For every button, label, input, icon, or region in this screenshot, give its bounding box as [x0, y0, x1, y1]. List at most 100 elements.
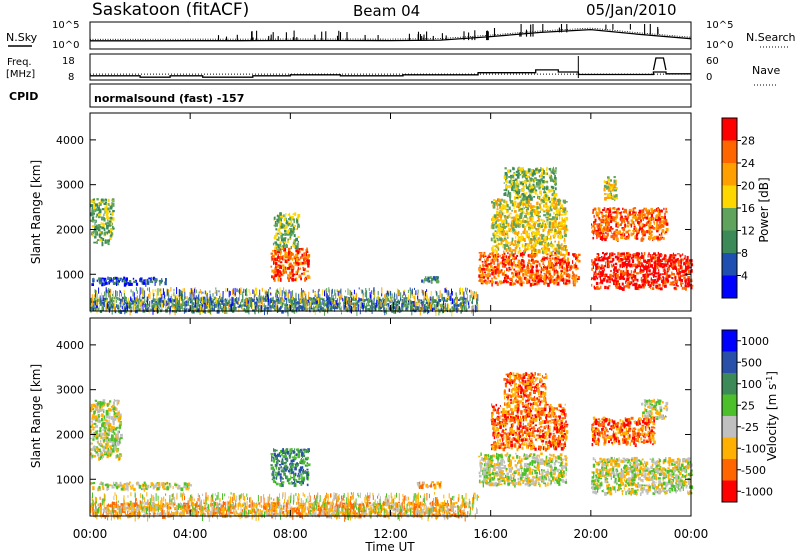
data-cell — [292, 223, 294, 227]
data-cell — [539, 264, 541, 267]
data-cell — [125, 277, 128, 281]
data-cell — [493, 240, 497, 243]
data-cell — [427, 279, 429, 283]
data-cell — [284, 252, 287, 255]
data-cell — [191, 307, 195, 311]
data-cell — [461, 305, 464, 308]
data-cell — [492, 256, 496, 260]
data-cell — [405, 299, 408, 302]
data-cell — [561, 246, 564, 251]
data-cell — [612, 196, 614, 199]
data-cell — [525, 170, 527, 175]
data-cell — [518, 174, 522, 176]
data-cell — [434, 278, 437, 282]
data-cell — [279, 275, 281, 278]
data-cell — [537, 270, 539, 273]
data-cell — [486, 258, 489, 262]
data-cell — [507, 252, 509, 255]
clutter-cell — [171, 293, 173, 297]
data-cell — [98, 238, 102, 242]
data-cell — [281, 223, 284, 227]
data-cell — [335, 305, 338, 310]
data-cell — [552, 166, 554, 169]
data-cell — [274, 235, 277, 239]
data-cell — [499, 205, 501, 210]
data-cell — [631, 259, 635, 263]
data-cell — [662, 283, 665, 287]
data-cell — [485, 264, 488, 267]
data-cell — [633, 207, 637, 210]
data-cell — [547, 209, 551, 213]
clutter-cell — [210, 296, 212, 303]
data-cell — [624, 208, 627, 213]
data-cell — [464, 297, 467, 301]
data-cell — [609, 276, 611, 281]
data-cell — [98, 216, 101, 219]
data-cell — [305, 255, 308, 258]
data-cell — [662, 280, 664, 284]
data-cell — [550, 202, 553, 206]
data-cell — [430, 304, 433, 309]
data-cell — [539, 210, 541, 213]
data-cell — [655, 263, 658, 267]
data-cell — [601, 237, 604, 241]
data-cell — [494, 220, 496, 223]
data-cell — [485, 281, 488, 285]
data-cell — [595, 281, 599, 285]
data-cell — [605, 209, 607, 213]
data-cell — [280, 277, 282, 282]
data-cell — [528, 183, 531, 187]
clutter-cell — [414, 287, 415, 290]
data-cell — [507, 237, 509, 239]
data-cell — [504, 239, 507, 242]
data-cell — [106, 224, 108, 227]
data-cell — [540, 199, 544, 202]
data-cell — [615, 214, 619, 219]
data-cell — [520, 208, 523, 212]
data-cell — [610, 190, 612, 193]
data-cell — [607, 276, 610, 279]
data-cell — [523, 250, 526, 252]
data-cell — [610, 187, 612, 190]
data-cell — [537, 269, 541, 271]
data-cell — [612, 279, 616, 283]
data-cell — [549, 206, 552, 210]
data-cell — [527, 202, 529, 206]
data-cell — [481, 261, 484, 263]
data-cell — [607, 262, 610, 267]
data-cell — [509, 212, 512, 215]
data-cell — [617, 226, 619, 229]
data-cell — [501, 265, 505, 268]
data-cell — [598, 265, 600, 270]
data-cell — [282, 225, 284, 229]
data-cell — [279, 224, 281, 227]
data-cell — [521, 194, 523, 197]
data-cell — [400, 297, 402, 301]
clutter-cell — [366, 302, 368, 309]
data-cell — [615, 234, 617, 238]
data-cell — [554, 247, 558, 251]
data-cell — [563, 237, 566, 242]
nsearch-line — [90, 27, 692, 40]
data-cell — [510, 216, 512, 219]
data-cell — [284, 303, 287, 306]
data-cell — [226, 299, 228, 303]
data-cell — [492, 217, 495, 221]
data-cell — [552, 250, 555, 253]
data-cell — [316, 306, 320, 309]
data-cell — [643, 259, 646, 263]
data-cell — [566, 279, 569, 282]
data-cell — [534, 225, 536, 229]
data-cell — [509, 200, 513, 204]
data-cell — [491, 225, 495, 230]
data-cell — [663, 263, 667, 266]
data-cell — [552, 244, 555, 248]
data-cell — [612, 218, 615, 222]
data-cell — [297, 236, 300, 238]
data-cell — [172, 304, 176, 307]
data-cell — [564, 207, 567, 211]
data-cell — [109, 235, 113, 238]
data-cell — [640, 255, 644, 259]
data-cell — [388, 299, 390, 302]
data-cell — [275, 297, 277, 301]
